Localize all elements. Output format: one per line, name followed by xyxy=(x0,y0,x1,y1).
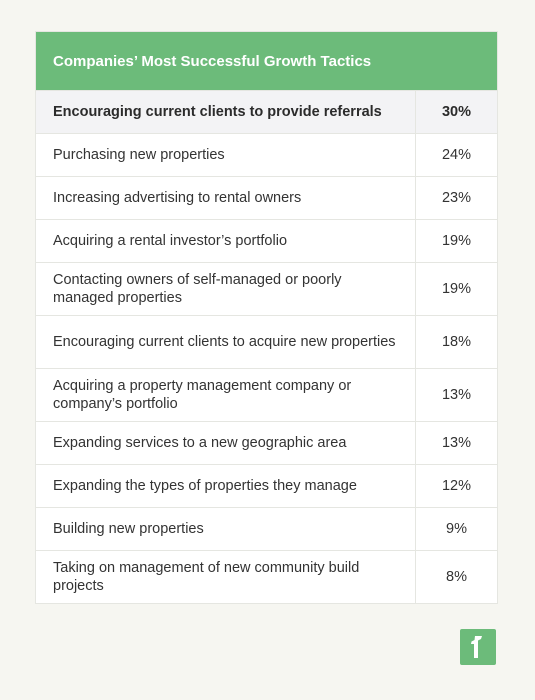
row-value: 19% xyxy=(441,233,472,249)
table-row: Increasing advertising to rental owners … xyxy=(36,176,497,219)
row-value: 19% xyxy=(441,281,472,297)
table-row: Acquiring a property management company … xyxy=(36,368,497,421)
table-row: Expanding services to a new geographic a… xyxy=(36,421,497,464)
table-title: Companies’ Most Successful Growth Tactic… xyxy=(36,32,497,90)
row-label: Contacting owners of self-managed or poo… xyxy=(36,263,416,315)
row-label: Encouraging current clients to provide r… xyxy=(36,91,416,133)
row-value: 24% xyxy=(441,147,472,163)
table-row: Encouraging current clients to provide r… xyxy=(36,90,497,133)
table-row: Taking on management of new community bu… xyxy=(36,550,497,603)
table-row: Expanding the types of properties they m… xyxy=(36,464,497,507)
row-label: Increasing advertising to rental owners xyxy=(36,177,416,219)
row-label: Acquiring a rental investor’s portfolio xyxy=(36,220,416,262)
row-label: Encouraging current clients to acquire n… xyxy=(36,316,416,368)
row-value: 30% xyxy=(441,104,472,120)
row-label: Taking on management of new community bu… xyxy=(36,551,416,603)
brand-logo-icon xyxy=(460,629,496,665)
row-label: Building new properties xyxy=(36,508,416,550)
row-label: Purchasing new properties xyxy=(36,134,416,176)
table-row: Contacting owners of self-managed or poo… xyxy=(36,262,497,315)
table-row: Acquiring a rental investor’s portfolio … xyxy=(36,219,497,262)
row-value: 9% xyxy=(446,521,467,537)
row-value: 13% xyxy=(441,435,472,451)
row-value: 18% xyxy=(441,334,472,350)
growth-tactics-table: Companies’ Most Successful Growth Tactic… xyxy=(35,31,498,604)
table-row: Building new properties 9% xyxy=(36,507,497,550)
row-label: Acquiring a property management company … xyxy=(36,369,416,421)
row-label: Expanding the types of properties they m… xyxy=(36,465,416,507)
row-value: 23% xyxy=(441,190,472,206)
table-row: Encouraging current clients to acquire n… xyxy=(36,315,497,368)
row-value: 8% xyxy=(446,569,467,585)
table-row: Purchasing new properties 24% xyxy=(36,133,497,176)
row-value: 12% xyxy=(441,478,472,494)
row-value: 13% xyxy=(441,387,472,403)
row-label: Expanding services to a new geographic a… xyxy=(36,422,416,464)
